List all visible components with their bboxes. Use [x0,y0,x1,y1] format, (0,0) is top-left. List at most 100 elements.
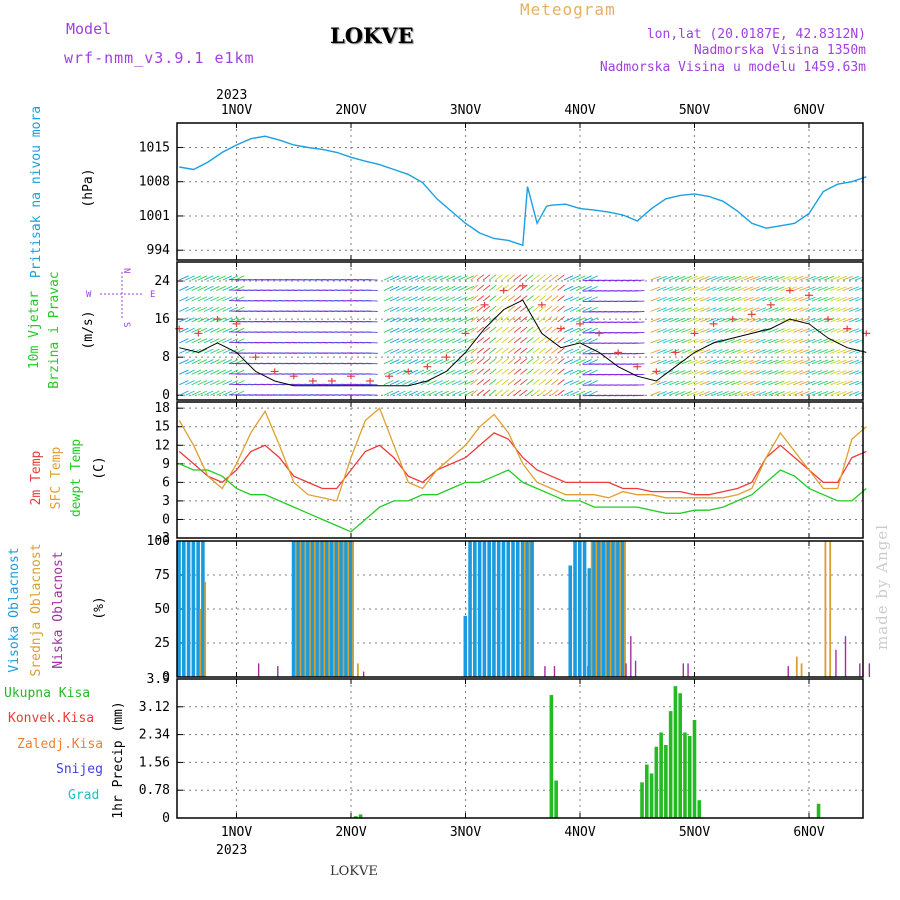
mid-cloud-bar [614,541,617,677]
wind-barb [681,349,692,354]
wind-barb [749,317,760,323]
wind-barb [693,349,705,354]
wind-barb [563,296,574,302]
wind-barb [563,275,574,281]
wind-barb [799,380,810,386]
wind-barb [848,328,860,333]
wind-barb [532,274,540,281]
wind-barb [749,307,760,312]
wind-barb [538,368,547,375]
y-axis-title: (C) [92,456,107,479]
wind-barb [755,296,767,302]
wind-barb [842,286,853,291]
wind-barb [191,296,202,302]
y-tick-label: 75 [154,568,170,583]
wind-barb [365,331,378,333]
wind-barb [749,286,760,291]
y-tick-label: 8 [162,350,170,365]
wind-barb [507,358,516,365]
wind-barb [495,379,503,386]
wind-barb [470,305,478,312]
wind-barb [365,362,378,365]
wind-barb [569,285,580,291]
wind-barb [520,295,528,302]
y-tick-label: 1001 [139,209,170,224]
wind-barb [563,306,574,312]
wind-barb [185,275,195,281]
wind-barb [749,380,760,386]
wind-barb [197,369,208,375]
wind-barb [768,380,779,386]
wind-barb [210,348,220,354]
precip-legend-item: Ukupna Kisa [4,686,90,701]
wind-barb [445,275,456,281]
wind-barb [482,389,491,396]
precip-bar [692,719,697,818]
wind-barb [737,328,748,333]
y-axis-title: (%) [92,596,107,619]
wind-barb [433,306,443,312]
wind-barb [420,338,431,344]
high-cloud-bar [310,541,315,677]
y-axis-title: (hPa) [81,168,96,207]
wind-barb [513,379,522,386]
wind-barb [731,286,742,291]
wind-barb [855,381,863,386]
wind-barb [389,296,400,302]
wind-barb [179,380,189,386]
wind-barb [693,391,705,396]
wind-barb [569,390,580,396]
wind-barb [210,296,220,302]
wind-barb [489,389,497,396]
wind-barb [731,275,742,281]
wind-barb [848,370,860,375]
wind-barb [650,349,661,354]
y-tick-label: 16 [154,312,170,327]
wind-barb [557,316,565,323]
low-cloud-bar [277,666,279,677]
precip-bar [358,814,363,818]
wind-barb [786,307,798,312]
wind-barb [222,338,233,344]
wind-barb [507,347,516,354]
wind-barb [489,379,497,386]
wind-barb [718,286,729,291]
compass-s: S [121,322,131,327]
wind-barb [588,327,598,333]
wind-barb [427,348,437,354]
wind-barb [656,391,667,396]
wind-barb [179,306,189,312]
high-cloud-bar [201,541,205,677]
wind-barb [700,317,711,323]
wind-barb [470,284,478,291]
wind-barb [737,307,748,312]
wind-barb [681,317,692,323]
wind-barb [203,359,214,365]
wind-barb [582,285,592,291]
wind-barb [402,306,412,312]
wind-barb [538,326,547,333]
wind-barb [414,275,425,281]
wind-barb [724,328,736,333]
wind-barb [551,284,559,291]
low-cloud-bar [787,666,789,677]
wind-barb [365,383,378,386]
wind-barb [216,348,226,354]
wind-barb [774,307,785,312]
mid-cloud-bar [294,541,297,677]
wind-barb [544,305,553,312]
wind-barb [650,338,661,344]
wind-barb [743,317,754,323]
wind-barb [731,380,742,386]
wind-barb [191,317,202,323]
wind-barb [855,276,863,281]
wind-barb [482,379,491,386]
wind-barb [662,380,674,386]
temp-line-2 [179,463,867,533]
wind-barb [786,380,798,386]
wind-barb [501,274,509,281]
high-cloud-bar [315,541,320,677]
wind-barb [569,317,580,323]
wind-barb [687,380,698,386]
